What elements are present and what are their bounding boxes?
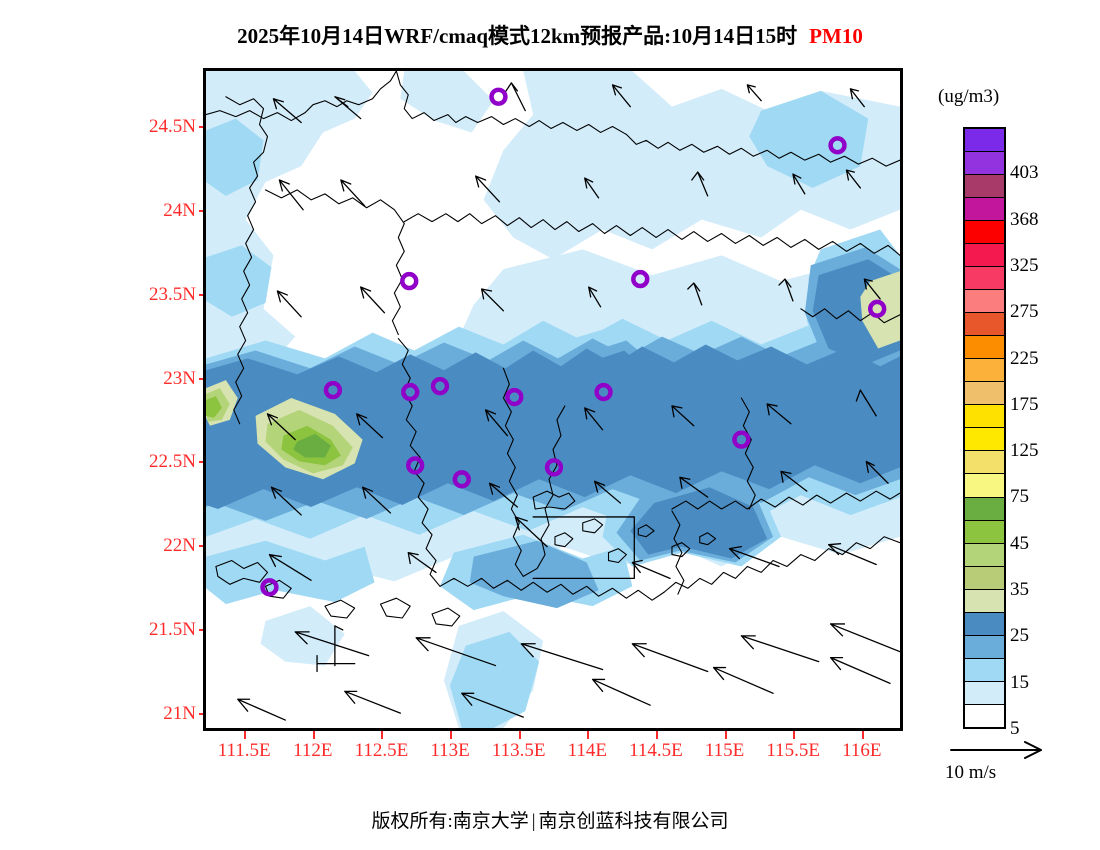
colorbar-label-403: 403 <box>1010 162 1039 184</box>
colorbar-cell-19 <box>965 566 1004 590</box>
x-tick-115E <box>724 731 727 739</box>
x-tick-114E <box>587 731 590 739</box>
y-tick-label-24.5N: 24.5N <box>149 115 196 137</box>
colorbar-cell-9 <box>965 336 1004 360</box>
wind-scale-legend: 10 m/s <box>945 736 1085 792</box>
colorbar-label-125: 125 <box>1010 440 1039 462</box>
x-tick-112.5E <box>381 731 384 739</box>
y-tick-label-23N: 23N <box>163 367 196 389</box>
page-title: 2025年10月14日WRF/cmaq模式12km预报产品:10月14日15时 P… <box>0 20 1100 50</box>
colorbar-tick-labels: 403 368 325 275 225 175 125 75 45 35 25 15 5 <box>1010 127 1090 739</box>
colorbar[interactable] <box>963 127 1006 729</box>
colorbar-cell-10 <box>965 359 1004 383</box>
colorbar-label-5: 5 <box>1010 718 1020 739</box>
colorbar-label-25: 25 <box>1010 625 1029 647</box>
y-tick-label-22.5N: 22.5N <box>149 451 196 473</box>
colorbar-label-325: 325 <box>1010 254 1039 276</box>
colorbar-cell-24 <box>965 681 1004 705</box>
x-tick-label-115E: 115E <box>704 740 745 761</box>
colorbar-cell-5 <box>965 244 1004 268</box>
colorbar-cell-11 <box>965 382 1004 406</box>
x-tick-label-113E: 113E <box>430 740 470 761</box>
y-tick-label-21.5N: 21.5N <box>149 619 196 641</box>
colorbar-cell-21 <box>965 612 1004 636</box>
colorbar-label-225: 225 <box>1010 347 1039 369</box>
colorbar-cell-14 <box>965 451 1004 475</box>
colorbar-cell-1 <box>965 152 1004 176</box>
footer-separator: | <box>531 811 536 832</box>
x-tick-116E <box>861 731 864 739</box>
colorbar-cell-17 <box>965 520 1004 544</box>
x-tick-label-114.5E: 114.5E <box>629 740 683 761</box>
wind-scale-label: 10 m/s <box>945 762 997 783</box>
footer-copyright-text: 版权所有:南京大学 <box>371 811 529 832</box>
x-tick-label-113.5E: 113.5E <box>491 740 546 761</box>
colorbar-unit-label: (ug/m3) <box>938 86 1000 107</box>
x-tick-label-112E: 112E <box>293 740 333 761</box>
colorbar-cell-16 <box>965 497 1004 521</box>
x-tick-112E <box>312 731 315 739</box>
colorbar-cell-8 <box>965 313 1004 337</box>
colorbar-cell-4 <box>965 221 1004 245</box>
footer-company: 南京创蓝科技有限公司 <box>538 811 729 832</box>
x-tick-label-112.5E: 112.5E <box>354 740 409 761</box>
colorbar-cell-20 <box>965 589 1004 613</box>
x-tick-114.5E <box>655 731 658 739</box>
x-tick-label-114E: 114E <box>567 740 608 761</box>
x-tick-label-111.5E: 111.5E <box>217 740 271 761</box>
y-tick-label-23.5N: 23.5N <box>149 283 196 305</box>
colorbar-cell-2 <box>965 175 1004 199</box>
title-pollutant: PM10 <box>809 24 863 48</box>
station-markers <box>260 87 887 597</box>
colorbar-cell-22 <box>965 635 1004 659</box>
colorbar-cell-6 <box>965 267 1004 291</box>
colorbar-label-275: 275 <box>1010 301 1039 323</box>
x-axis-labels: 111.5E 112E 112.5E 113E 113.5E 114E 114.5E 115E… <box>203 731 903 768</box>
colorbar-cell-12 <box>965 405 1004 429</box>
colorbar-cell-7 <box>965 290 1004 314</box>
right-arrow-icon <box>950 741 1042 759</box>
x-tick-113.5E <box>518 731 521 739</box>
colorbar-cell-15 <box>965 474 1004 498</box>
colorbar-cell-23 <box>965 658 1004 682</box>
x-tick-115.5E <box>793 731 796 739</box>
colorbar-cell-3 <box>965 198 1004 222</box>
footer-copyright: 版权所有:南京大学 | 南京创蓝科技有限公司 <box>0 806 1100 833</box>
y-tick-label-22N: 22N <box>163 535 196 557</box>
y-tick-label-24N: 24N <box>163 199 196 221</box>
colorbar-label-45: 45 <box>1010 532 1029 554</box>
colorbar-label-15: 15 <box>1010 671 1029 693</box>
map-contour-canvas <box>206 71 900 728</box>
colorbar-label-75: 75 <box>1010 486 1029 508</box>
colorbar-cell-0 <box>965 129 1004 153</box>
y-tick-label-21N: 21N <box>163 703 196 725</box>
x-tick-label-116E: 116E <box>842 740 882 761</box>
colorbar-label-35: 35 <box>1010 579 1029 601</box>
x-tick-111.5E <box>244 731 247 739</box>
title-main: 2025年10月14日WRF/cmaq模式12km预报产品:10月14日15时 <box>237 24 798 48</box>
colorbar-cell-13 <box>965 428 1004 452</box>
x-tick-label-115.5E: 115.5E <box>766 740 821 761</box>
y-axis-labels: 24.5N 24N 23.5N 23N 22.5N 22N 21.5N 21N <box>110 68 207 731</box>
colorbar-label-368: 368 <box>1010 208 1039 230</box>
colorbar-cell-18 <box>965 543 1004 567</box>
x-tick-113E <box>450 731 453 739</box>
colorbar-cell-25 <box>965 704 1004 727</box>
colorbar-label-175: 175 <box>1010 393 1039 415</box>
map-plot-area[interactable] <box>203 68 903 731</box>
